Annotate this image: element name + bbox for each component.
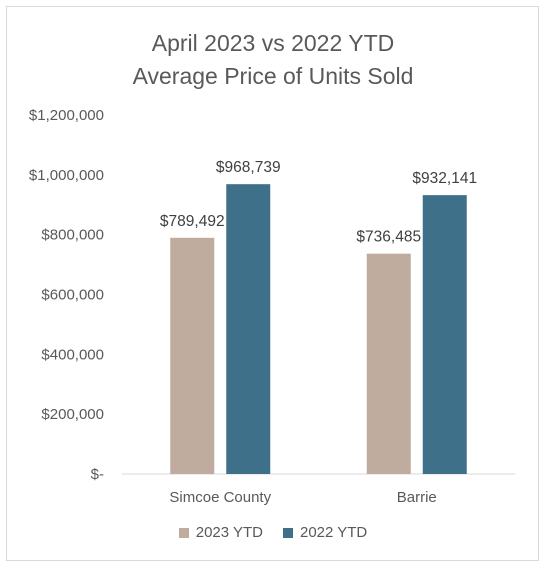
- data-label: $789,492: [160, 213, 225, 230]
- chart-title-line-1: April 2023 vs 2022 YTD: [151, 30, 395, 56]
- chart-title-line-2: Average Price of Units Sold: [132, 63, 414, 89]
- bar: [170, 237, 215, 474]
- legend: 2023 YTD 2022 YTD: [0, 524, 546, 541]
- y-tick-label: $400,000: [41, 346, 104, 363]
- bar: [226, 184, 271, 474]
- y-tick-label: $1,200,000: [29, 107, 104, 124]
- legend-label-2022: 2022 YTD: [300, 524, 368, 541]
- bar: [422, 195, 467, 474]
- legend-swatch-2023: [178, 527, 189, 538]
- bar: [366, 253, 411, 474]
- y-tick-label: $-: [91, 466, 104, 483]
- y-tick-label: $800,000: [41, 227, 104, 244]
- data-label: $932,141: [412, 170, 477, 187]
- data-label: $736,485: [356, 229, 421, 246]
- y-tick-label: $200,000: [41, 406, 104, 423]
- y-tick-label: $1,000,000: [29, 167, 104, 184]
- legend-label-2023: 2023 YTD: [195, 524, 263, 541]
- legend-item-2022: 2022 YTD: [283, 524, 367, 541]
- data-label: $968,739: [216, 159, 281, 176]
- x-tick-label: Simcoe County: [169, 489, 271, 506]
- legend-swatch-2022: [283, 527, 293, 538]
- legend-item-2023: 2023 YTD: [178, 524, 263, 541]
- x-tick-label: Barrie: [397, 489, 437, 506]
- y-tick-label: $600,000: [41, 287, 104, 304]
